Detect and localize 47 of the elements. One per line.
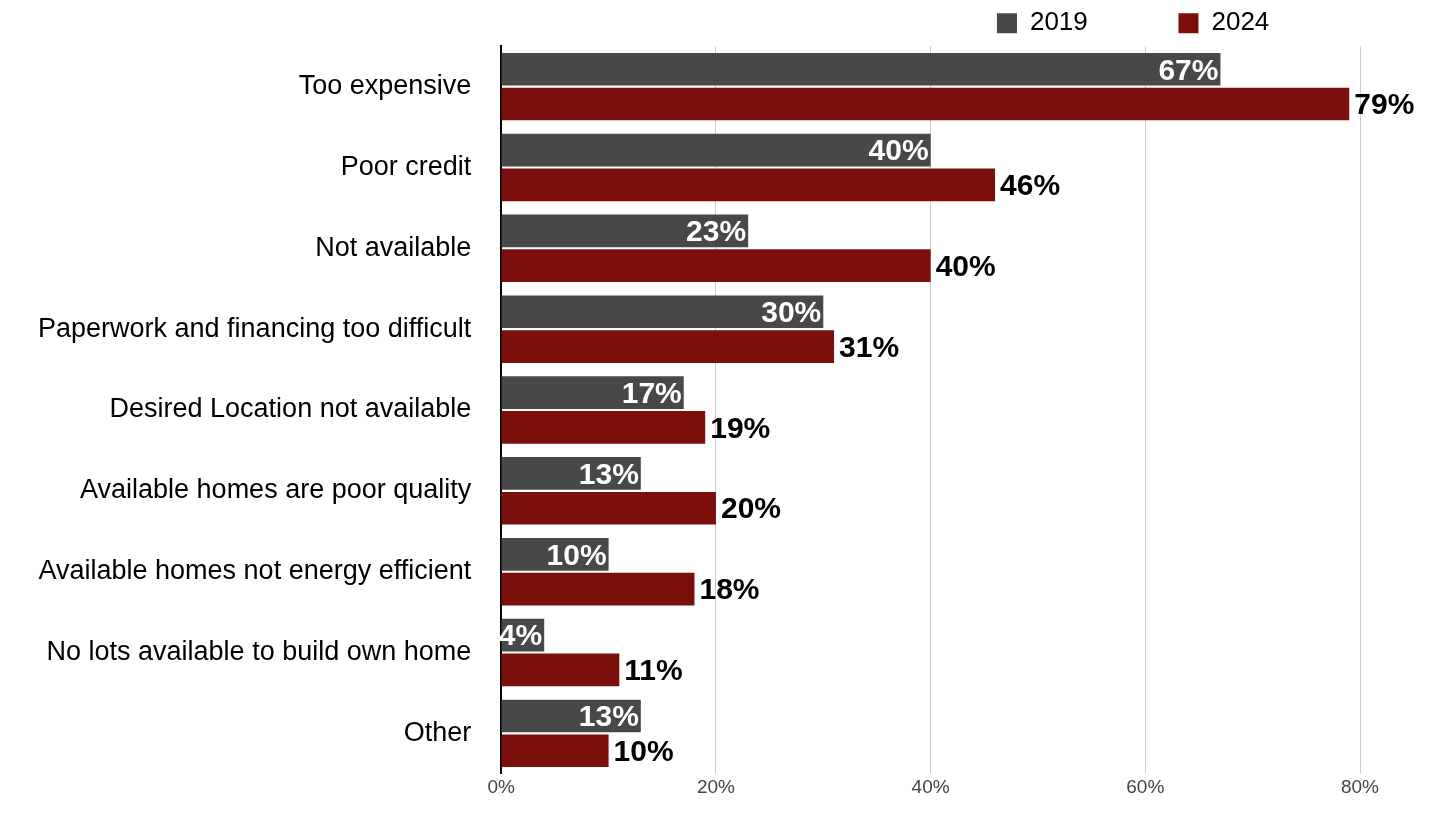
x-tick-label: 0% xyxy=(487,776,516,798)
bar xyxy=(501,168,996,202)
bar xyxy=(501,572,695,606)
data-label: 13% xyxy=(578,456,639,490)
y-tick-label: Other xyxy=(403,716,472,747)
bar xyxy=(501,411,706,444)
data-label: 13% xyxy=(578,699,639,733)
y-tick-label: Poor credit xyxy=(340,150,472,181)
x-tick-label: 40% xyxy=(911,776,950,798)
y-tick-label: Available homes not energy efficient xyxy=(38,555,472,586)
y-tick-label: Not available xyxy=(315,231,472,262)
bar xyxy=(501,87,1350,121)
legend-label: 2024 xyxy=(1211,6,1357,37)
data-label: 20% xyxy=(720,491,781,525)
bar xyxy=(501,133,931,167)
y-tick-label: No lots available to build own home xyxy=(46,635,472,666)
y-tick-label: Desired Location not available xyxy=(109,393,472,424)
bar xyxy=(501,249,931,283)
data-label: 67% xyxy=(1158,52,1219,86)
data-label: 18% xyxy=(699,572,760,606)
data-label: 4% xyxy=(498,618,543,652)
data-label: 40% xyxy=(868,133,929,167)
y-tick-label: Too expensive xyxy=(298,70,472,101)
bar xyxy=(501,52,1221,86)
bar xyxy=(501,734,609,768)
data-label: 17% xyxy=(621,375,682,409)
bar xyxy=(501,330,835,363)
y-tick-label: Available homes are poor quality xyxy=(80,474,472,505)
data-label: 10% xyxy=(613,734,674,768)
bar xyxy=(501,491,716,525)
data-label: 46% xyxy=(1000,168,1061,202)
legend-label: 2019 xyxy=(1029,6,1175,37)
data-label: 79% xyxy=(1354,87,1415,121)
bar xyxy=(501,376,684,409)
data-label: 19% xyxy=(710,410,771,444)
data-label: 11% xyxy=(624,653,683,687)
data-label: 31% xyxy=(839,329,900,363)
data-label: 10% xyxy=(546,537,607,571)
y-tick-label: Paperwork and financing too difficult xyxy=(38,312,472,343)
bar xyxy=(501,653,620,687)
data-label: 30% xyxy=(761,295,822,329)
data-label: 23% xyxy=(686,214,747,248)
x-tick-label: 20% xyxy=(696,776,736,798)
x-tick-label: 60% xyxy=(1126,776,1165,798)
data-label: 40% xyxy=(935,248,996,282)
bar xyxy=(501,295,824,329)
x-tick-label: 80% xyxy=(1340,776,1380,798)
